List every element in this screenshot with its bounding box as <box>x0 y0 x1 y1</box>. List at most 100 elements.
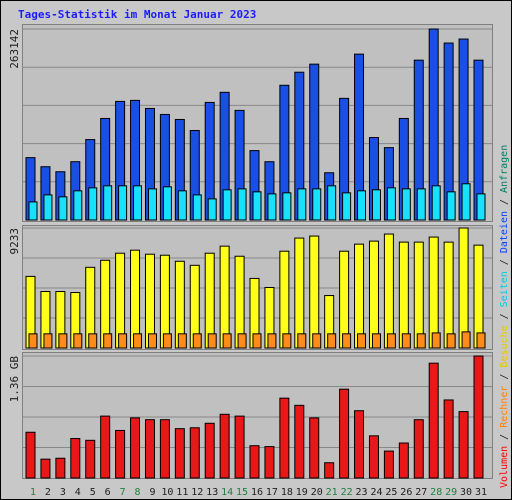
bar <box>147 188 157 221</box>
bar <box>162 186 172 221</box>
bar <box>58 333 68 349</box>
bar <box>413 241 424 349</box>
bar <box>28 333 38 349</box>
bar <box>371 333 381 349</box>
bar <box>324 462 335 479</box>
bar <box>398 241 409 349</box>
bar <box>174 428 185 479</box>
x-tick-label: 27 <box>415 487 427 498</box>
bar <box>222 189 232 221</box>
bar <box>339 388 350 479</box>
x-tick-label: 22 <box>341 487 353 498</box>
legend-entry: Rechner <box>499 386 510 428</box>
bar <box>130 249 141 349</box>
bar <box>207 333 217 349</box>
legend-separator: / <box>499 307 510 325</box>
bar <box>55 457 66 479</box>
bar <box>386 187 396 221</box>
legend-entry: Volumen <box>499 446 510 488</box>
bar <box>297 188 307 221</box>
bar <box>476 332 486 349</box>
x-tick-label: 10 <box>161 487 173 498</box>
x-tick-label: 6 <box>105 487 111 498</box>
x-tick-label: 16 <box>251 487 263 498</box>
x-tick-label: 4 <box>75 487 81 498</box>
bar <box>118 333 128 349</box>
legend-separator: / <box>499 193 510 211</box>
bar <box>207 198 217 221</box>
x-tick-label: 30 <box>460 487 472 498</box>
bar <box>70 438 81 479</box>
legend-entry: Dateien <box>499 211 510 253</box>
bar <box>130 417 141 479</box>
bar <box>443 241 454 349</box>
bar <box>428 362 439 479</box>
bar <box>162 333 172 349</box>
bar <box>43 333 53 349</box>
bar <box>85 439 96 479</box>
bar <box>189 427 200 479</box>
bar <box>312 333 322 349</box>
legend-entry: Seiten <box>499 271 510 307</box>
bar <box>342 333 352 349</box>
bar <box>249 445 260 479</box>
x-tick-label: 17 <box>266 487 278 498</box>
x-tick-label: 26 <box>400 487 412 498</box>
bar <box>461 183 471 221</box>
bar <box>413 419 424 479</box>
bar <box>342 192 352 221</box>
bar <box>446 191 456 221</box>
bar <box>443 399 454 479</box>
bar <box>294 237 305 349</box>
bar <box>461 331 471 349</box>
bar <box>192 194 202 221</box>
x-tick-label: 14 <box>221 487 233 498</box>
bar <box>267 193 277 221</box>
bar <box>401 333 411 349</box>
bar <box>312 188 322 221</box>
bar <box>118 185 128 221</box>
bar <box>252 333 262 349</box>
x-tick-label: 3 <box>60 487 66 498</box>
bar <box>222 333 232 349</box>
bar <box>219 413 230 479</box>
x-tick-label: 19 <box>296 487 308 498</box>
bar <box>282 192 292 221</box>
bar <box>327 333 337 349</box>
bar <box>354 243 365 349</box>
x-tick-label: 11 <box>176 487 188 498</box>
bar <box>309 417 320 479</box>
y-tick-label: 1.36 GB <box>8 356 21 403</box>
x-tick-label: 24 <box>370 487 382 498</box>
bar <box>25 431 36 479</box>
x-tick-label: 28 <box>430 487 442 498</box>
bar <box>159 419 170 479</box>
x-tick-label: 18 <box>281 487 293 498</box>
x-tick-label: 1 <box>30 487 36 498</box>
legend-entry: Besuche <box>499 325 510 367</box>
legend-separator: / <box>499 368 510 386</box>
bar <box>357 333 367 349</box>
bar <box>177 333 187 349</box>
bar <box>219 245 230 349</box>
y-tick-label: 263142 <box>8 29 21 69</box>
legend: Volumen / Rechner / Besuche / Seiten / D… <box>499 145 510 488</box>
bar <box>401 188 411 221</box>
bar <box>357 190 367 221</box>
x-tick-label: 5 <box>90 487 96 498</box>
x-tick-label: 7 <box>120 487 126 498</box>
bar <box>416 333 426 349</box>
bar <box>297 333 307 349</box>
bar <box>115 429 126 479</box>
x-tick-label: 25 <box>385 487 397 498</box>
x-tick-label: 21 <box>326 487 338 498</box>
bar <box>371 189 381 221</box>
bar <box>431 185 441 221</box>
y-tick-label: 9233 <box>8 228 21 255</box>
bar <box>294 404 305 479</box>
legend-separator: / <box>499 253 510 271</box>
bar <box>428 236 439 349</box>
bar <box>368 435 379 479</box>
bar <box>458 411 469 479</box>
